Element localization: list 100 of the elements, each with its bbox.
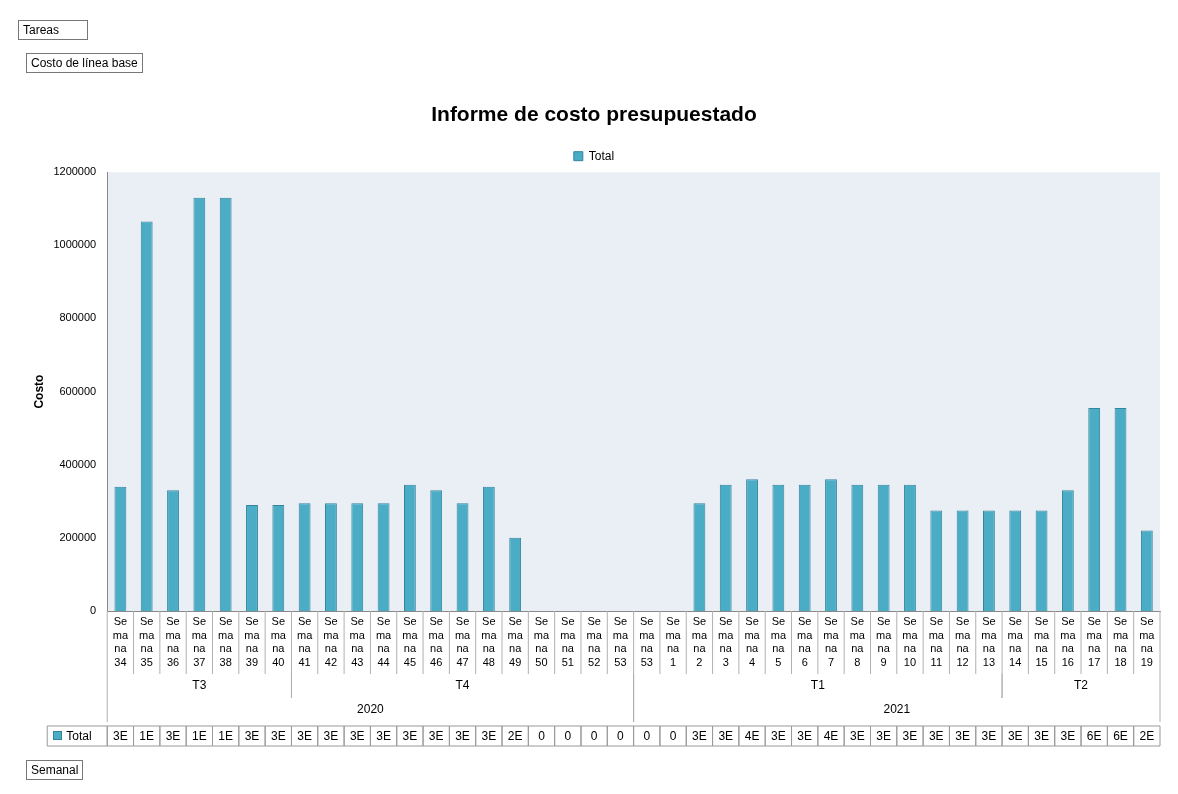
text: 0: [538, 729, 546, 744]
text: Total: [66, 729, 92, 744]
x-tick-label: Semana 40: [270, 614, 287, 669]
text: 0: [617, 729, 625, 744]
text: 3E: [165, 729, 181, 744]
y-axis-title: Costo: [31, 374, 46, 409]
text: 3E: [692, 729, 707, 744]
y-tick-label: 0: [90, 604, 97, 617]
text: 3E: [323, 729, 339, 744]
text: T1: [810, 678, 826, 693]
x-tick-label: Semana 50: [533, 614, 551, 669]
x-tick-label: Semana 2: [691, 614, 708, 669]
x-tick-label: Semana 48: [481, 614, 498, 669]
x-tick-label: Semana 10: [902, 614, 919, 669]
chart-title: Informe de costo presupuestado: [431, 102, 757, 126]
text: 2E: [507, 729, 523, 744]
text: 3E: [244, 729, 260, 744]
x-tick-label: Semana 3: [718, 614, 735, 669]
x-tick-label: Semana 53: [639, 614, 656, 669]
x-tick-label: Semana 36: [165, 614, 182, 669]
text: 2E: [1139, 729, 1155, 744]
x-tick-label: Semana 49: [507, 614, 524, 669]
x-tick-label: Semana 15: [1033, 614, 1051, 669]
x-tick-label: Semana 42: [323, 614, 340, 669]
x-tick-label: Semana 8: [849, 614, 866, 669]
text: 3E: [849, 729, 865, 744]
x-tick-label: Semana 34: [112, 614, 129, 669]
x-tick-label: Semana 35: [139, 614, 156, 669]
x-tick-label: Semana 7: [823, 614, 840, 669]
x-tick-label: Semana 16: [1060, 614, 1077, 669]
text: 3E: [981, 729, 997, 744]
text: T4: [455, 678, 470, 693]
x-tick-label: Semana 5: [770, 614, 787, 669]
x-tick-label: Semana 18: [1112, 614, 1130, 669]
text: 0: [590, 729, 598, 744]
y-tick-label: 600000: [59, 384, 97, 397]
x-tick-label: Semana 43: [349, 614, 366, 669]
y-tick-label: 400000: [59, 457, 97, 470]
x-tick-label: Semana 4: [744, 614, 761, 669]
text: 3E: [349, 729, 365, 744]
x-tick-label: Semana 39: [244, 614, 261, 669]
x-tick-label: Semana 38: [218, 614, 235, 669]
text: 4E: [823, 729, 839, 744]
x-tick-label: Semana 52: [586, 614, 603, 669]
text: 2020: [357, 702, 385, 717]
x-tick-label: Semana 46: [428, 614, 445, 669]
text: 6E: [1113, 729, 1128, 744]
x-tick-label: Semana 37: [191, 614, 208, 669]
text: 3E: [718, 729, 734, 744]
text: Tareas: [18, 20, 88, 40]
text: T3: [192, 678, 207, 693]
text: 3E: [771, 729, 786, 744]
x-tick-label: Semana 47: [454, 614, 472, 669]
text: 3E: [1060, 729, 1076, 744]
text: 1E: [139, 729, 155, 744]
text: T2: [1074, 678, 1089, 693]
text: 3E: [455, 729, 470, 744]
text: 3E: [113, 729, 128, 744]
text: 3E: [797, 729, 813, 744]
text: 3E: [928, 729, 944, 744]
x-tick-label: Semana 51: [560, 614, 577, 669]
x-tick-label: Semana 11: [928, 614, 945, 669]
x-tick-label: Semana 41: [296, 614, 314, 669]
text: 3E: [1034, 729, 1049, 744]
x-tick-label: Semana 19: [1139, 614, 1156, 669]
text: 0: [564, 729, 572, 744]
text: 3E: [481, 729, 497, 744]
y-tick-label: 1000000: [53, 238, 97, 251]
text: 3E: [297, 729, 312, 744]
text: Semanal: [26, 760, 84, 780]
x-tick-label: Semana 1: [665, 614, 682, 669]
x-tick-label: Semana 13: [981, 614, 998, 669]
text: 1E: [218, 729, 233, 744]
x-tick-label: Semana 45: [402, 614, 419, 669]
x-tick-label: Semana 14: [1007, 614, 1024, 669]
x-tick-label: Semana 44: [375, 614, 393, 669]
text: 3E: [376, 729, 391, 744]
x-tick-label: Semana 53: [612, 614, 629, 669]
text: 3E: [428, 729, 444, 744]
text: 3E: [955, 729, 970, 744]
text: 4E: [744, 729, 760, 744]
text: Costo de línea base: [26, 53, 143, 73]
text: 2021: [883, 702, 911, 717]
text: 6E: [1086, 729, 1102, 744]
text: 0: [643, 729, 651, 744]
y-tick-label: 200000: [59, 530, 97, 543]
text: 3E: [402, 729, 418, 744]
y-tick-label: 1200000: [53, 165, 97, 178]
x-tick-label: Semana 17: [1086, 614, 1103, 669]
x-tick-label: Semana 6: [797, 614, 814, 669]
text: 1E: [192, 729, 207, 744]
legend-label: Total: [588, 148, 615, 163]
y-tick-label: 800000: [59, 311, 97, 324]
text: 0: [669, 729, 677, 744]
x-tick-label: Semana 12: [954, 614, 972, 669]
text: 3E: [270, 729, 286, 744]
text: 3E: [876, 729, 891, 744]
text: 3E: [902, 729, 918, 744]
x-tick-label: Semana 9: [876, 614, 893, 669]
text: 3E: [1007, 729, 1023, 744]
